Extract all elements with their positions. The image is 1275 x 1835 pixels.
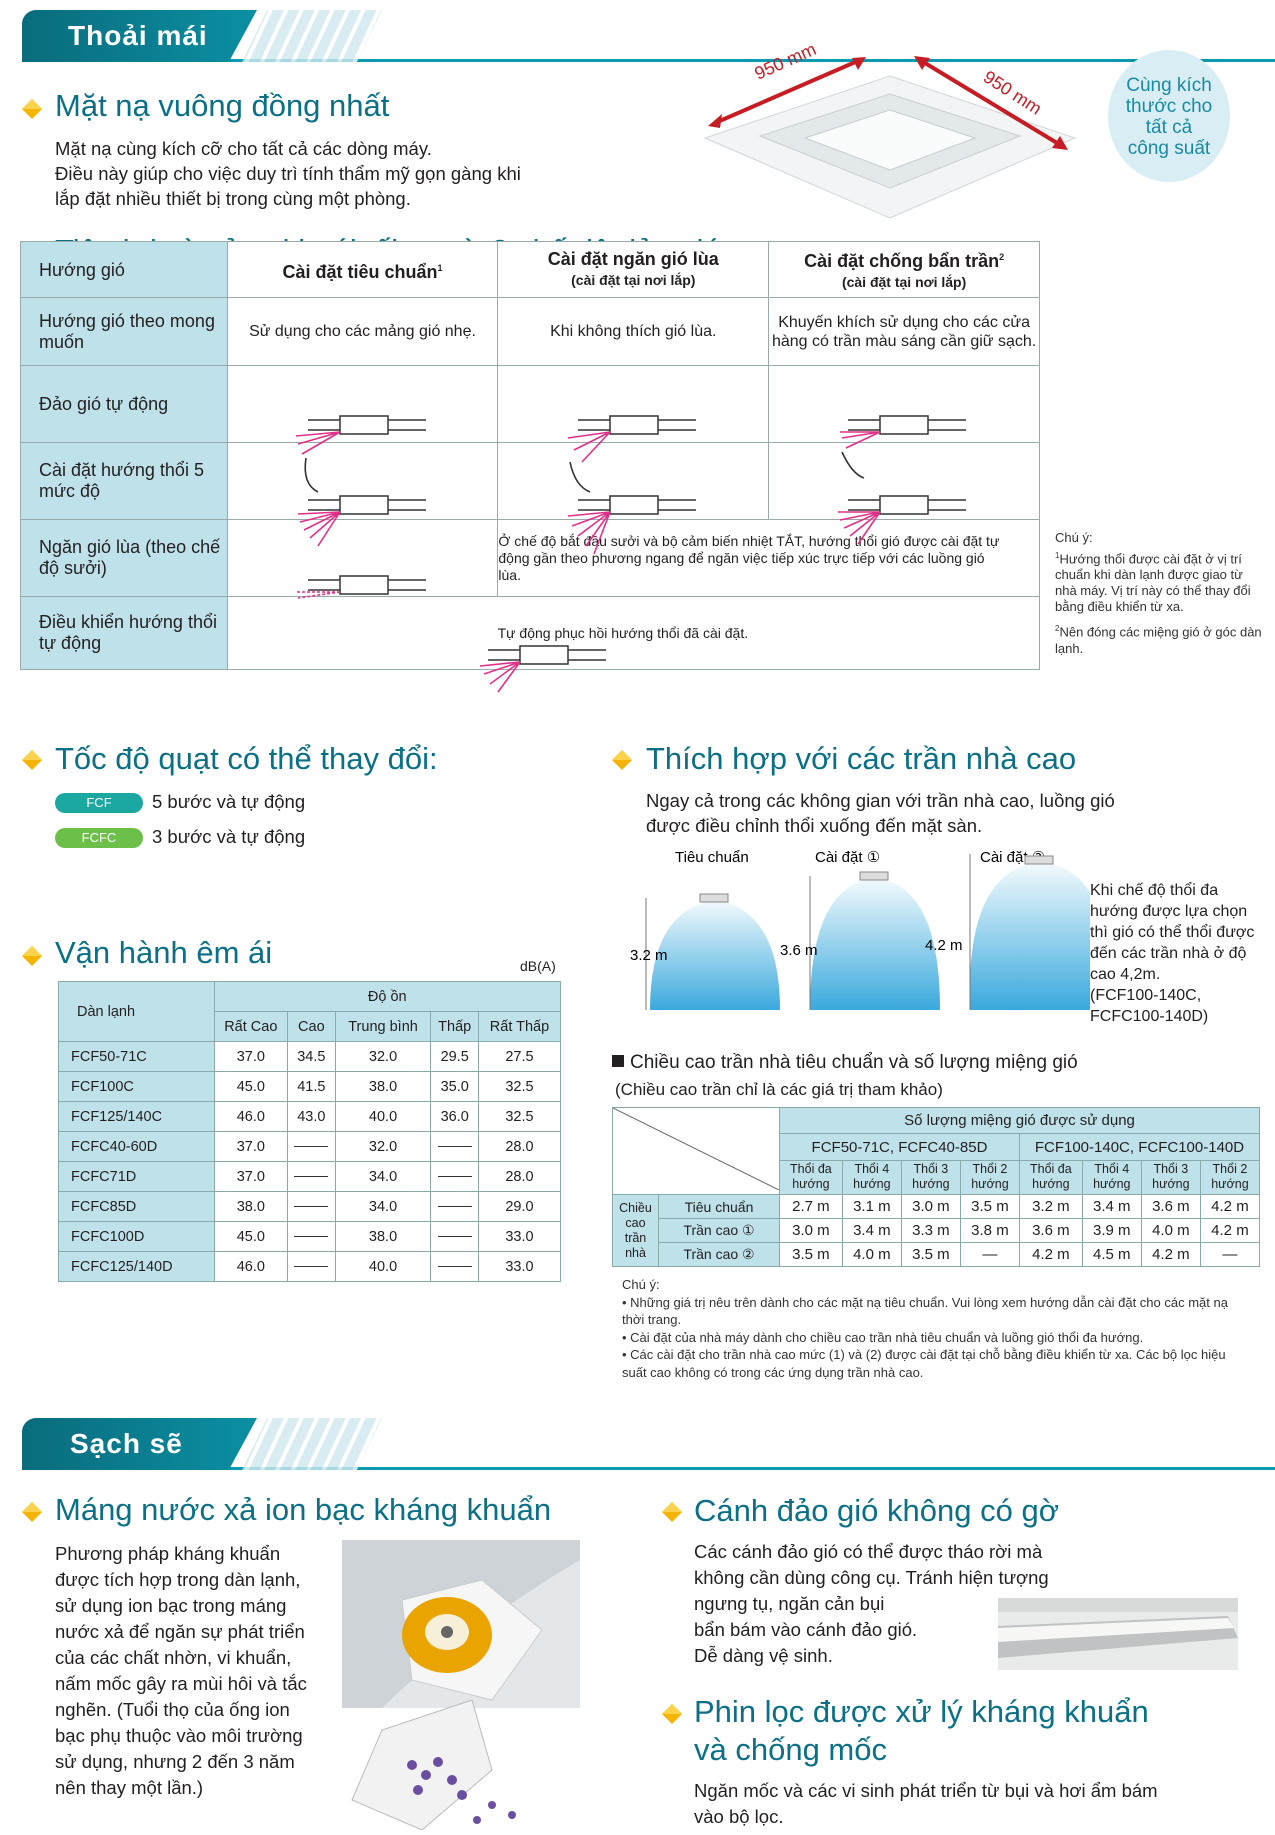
fcfc-speed-text: 3 bước và tự động [152,826,306,847]
fcf-speed-text: 5 bước và tự động [152,791,306,812]
silver-ion-drain-pan-photo [342,1540,580,1830]
table-row: FCF50-71C 37.0 34.5 32.0 29.5 27.5 [58,1041,562,1072]
table-row: Trần cao ② 3.5 m 4.0 m 3.5 m —4.2 m 4.5 m 4.2 … [613,1242,1261,1267]
table-row: FCFC71D 37.0 34.0 28.0 [58,1161,562,1192]
table-row: FCFC125/140D 46.0 40.0 33.0 [58,1251,562,1282]
high-ceiling-side-text: Khi chế độ thổi đa hướng được lựa chọn thì… [1090,882,1255,1025]
flap-text: Các cánh đảo gió có thể được tháo rời mà… [694,1541,1049,1666]
table-row: FCF100C 45.0 41.5 38.0 35.0 32.5 [58,1071,562,1102]
square-bullet-icon [612,1055,624,1067]
section-title-panel: Mặt nạ vuông đồng nhất [55,88,390,123]
svg-text:Tiêu chuẩn: Tiêu chuẩn [675,849,749,866]
fcfc-tag: FCFC [55,828,143,848]
modes-notes: Chú ý: 1Hướng thổi được cài đặt ở vị trí… [1055,530,1262,656]
section-band-clean: Sạch sẽ [22,1418,1275,1470]
band-title: Sạch sẽ [70,1428,183,1459]
flap-photo [998,1598,1238,1670]
section-title-fan: Tốc độ quạt có thể thay đổi: [55,741,438,776]
ceiling-notes: Chú ý: • Những giá trị nêu trên dành cho… [622,1277,1228,1380]
table-row: Chiều cao trần nhà Tiêu chuẩn 2.7 m 3.1 m 3.… [612,1194,1261,1267]
diamond-bullet-icon [22,99,42,119]
fcf-tag: FCF [55,793,143,813]
table-row: Trần cao ① 3.0 m 3.4 m 3.3 m 3.8 m 3.6 m 3.9 m… [613,1218,1261,1243]
filter-text: Ngăn mốc và các vi sinh phát triển từ bụ… [694,1780,1158,1827]
diamond-bullet-icon [22,946,42,966]
drain-text: Phương pháp kháng khuẩn được tích hợp tro… [55,1543,307,1798]
dim-left-label: 950 mm [751,39,819,84]
ceiling-table-subtitle: (Chiều cao trần chỉ là các giá trị tham … [615,1080,943,1099]
diamond-bullet-icon [22,750,42,770]
band-title: Thoải mái [68,20,208,51]
section-title-high-ceiling: Thích hợp với các trần nhà cao [646,741,1077,776]
airflow-modes-table: Hướng gió Cài đặt tiêu chuẩn1 Cài đặt ng… [20,241,1041,670]
section-band-comfort: Thoải mái [22,10,1275,62]
section-title-quiet: Vận hành êm ái [55,935,273,970]
airflow-mode-icons [295,415,967,693]
noise-level-table: Dàn lạnh Độ ồn Rất Cao Cao Trung bình Thấp Rấ… [58,981,562,1282]
svg-text:3.6 m: 3.6 m [780,942,818,959]
ceiling-height-table: Số lượng miệng gió được sử dụng FCF50-71… [612,1106,1261,1267]
section-title-drain: Máng nước xả ion bạc kháng khuẩn [55,1492,552,1527]
diamond-bullet-icon [22,1502,42,1522]
svg-text:3.2 m: 3.2 m [630,947,668,964]
noise-unit: dB(A) [520,958,556,974]
cassette-panel-illustration: 950 mm 950 mm [703,39,1077,219]
diamond-bullet-icon [612,750,632,770]
ceiling-airflow-illustration: Tiêu chuẩn Cài đặt ① Cài đặt ② 3.2 m 3.6… [630,849,1090,1010]
high-ceiling-text: Ngay cả trong các không gian với trần nh… [646,790,1115,836]
table-row: FCFC85D 38.0 34.0 29.0 [58,1191,562,1222]
diamond-bullet-icon [662,1502,682,1522]
table-row: FCFC40-60D 37.0 32.0 28.0 [58,1131,562,1162]
table-row: FCFC100D 45.0 38.0 33.0 [58,1221,562,1252]
ceiling-table-title: Chiều cao trần nhà tiêu chuẩn và số lượn… [630,1052,1078,1073]
same-size-badge: Cùng kích thước cho tất cả công suất [1108,50,1230,182]
section-title-flap: Cánh đảo gió không có gờ [694,1493,1060,1528]
section-title-filter: Phin lọc được xử lý kháng khuẩn và chống … [694,1694,1149,1767]
svg-text:4.2 m: 4.2 m [925,937,963,954]
panel-text: Mặt nạ cùng kích cỡ cho tất cả các dòng … [55,138,521,209]
diamond-bullet-icon [662,1704,682,1724]
svg-text:Cài đặt ①: Cài đặt ① [815,849,880,866]
table-row: FCF125/140C 46.0 43.0 40.0 36.0 32.5 [58,1101,562,1132]
